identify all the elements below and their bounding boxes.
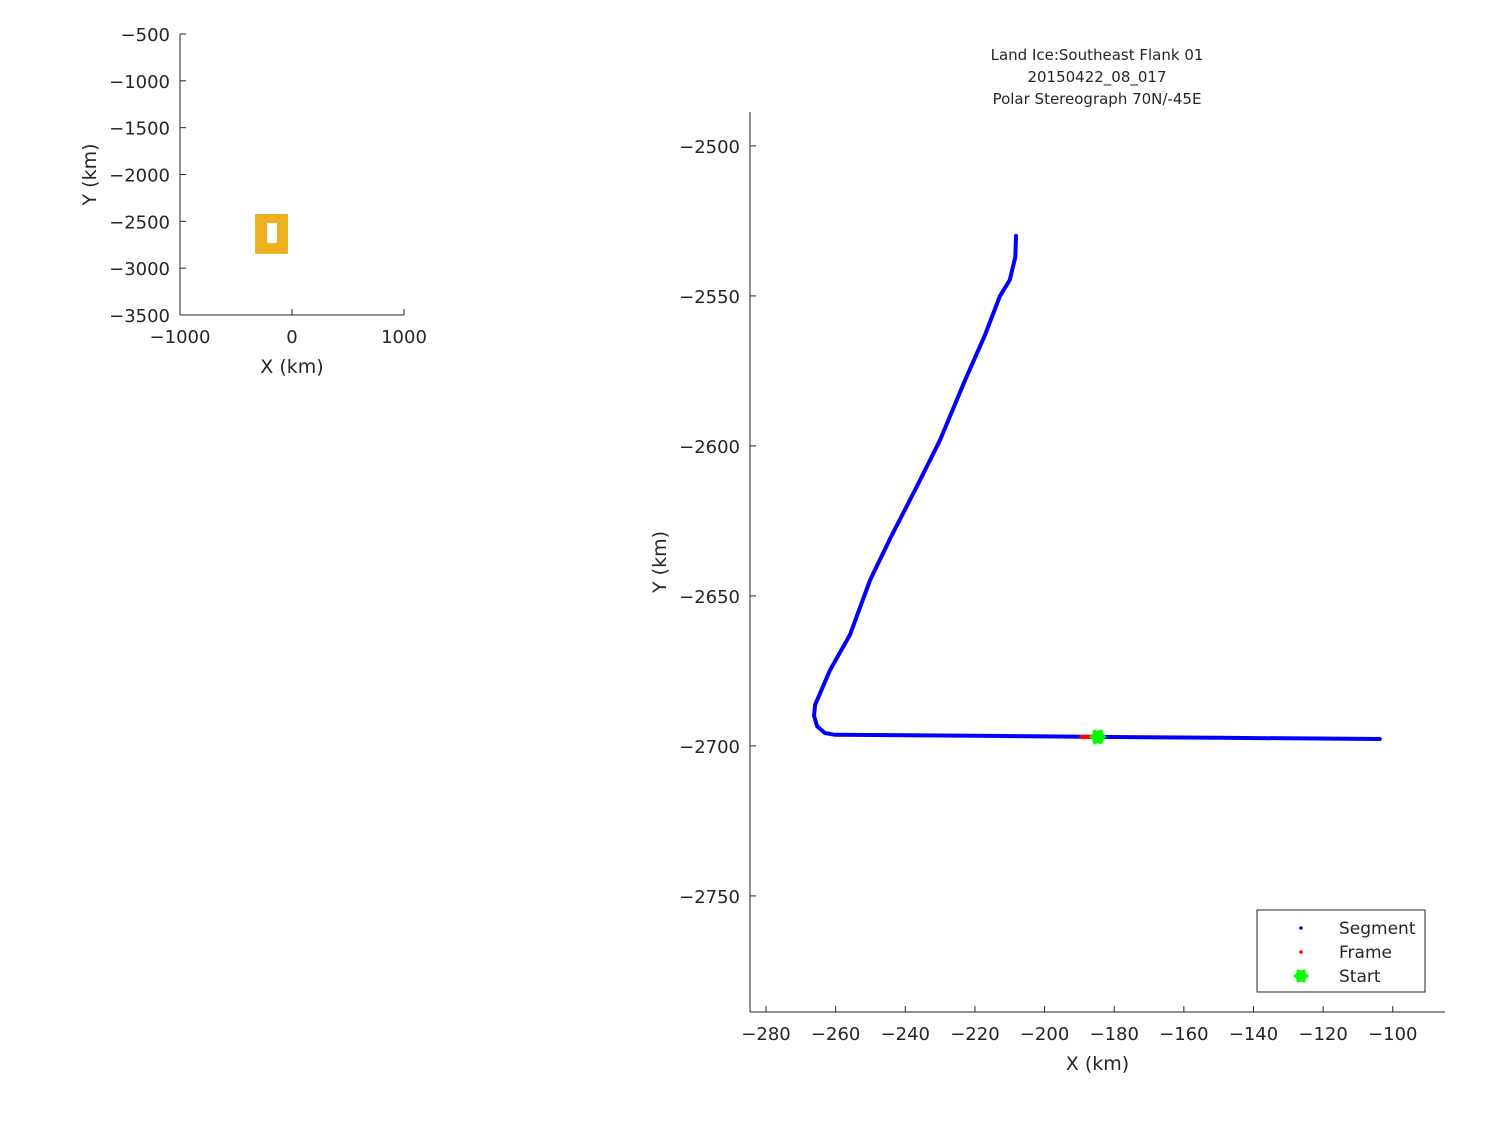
- main-y-tick-label: −2650: [679, 587, 740, 608]
- inset-track-inner: [267, 223, 277, 243]
- main-x-tick-label: −140: [1229, 1024, 1278, 1045]
- start-marker: [1089, 729, 1107, 745]
- main-title-line-1: Land Ice:Southeast Flank 01: [990, 46, 1204, 64]
- inset-y-tick-label: −500: [121, 25, 170, 46]
- main-x-tick-label: −120: [1298, 1024, 1347, 1045]
- legend-frame-marker: [1299, 950, 1303, 954]
- main-y-tick-label: −2600: [679, 437, 740, 458]
- main-x-tick-label: −280: [741, 1024, 790, 1045]
- main-x-tick-label: −180: [1089, 1024, 1138, 1045]
- inset-y-tick-label: −1500: [109, 119, 170, 140]
- inset-x-tick-label: 1000: [381, 327, 427, 348]
- legend-box: [1256, 909, 1426, 993]
- main-title-line-3: Polar Stereograph 70N/-45E: [992, 90, 1202, 108]
- main-title-line-2: 20150422_08_017: [1027, 68, 1167, 86]
- inset-x-tick-label: −1000: [150, 327, 211, 348]
- segment-line: [812, 233, 1382, 741]
- inset-y-tick-label: −1000: [109, 72, 170, 93]
- main-x-tick-label: −200: [1020, 1024, 1069, 1045]
- inset-y-tick-label: −2000: [109, 166, 170, 187]
- legend-segment-marker: [1299, 926, 1303, 930]
- inset-y-tick-label: −3500: [109, 306, 170, 327]
- main-x-tick-label: −160: [1159, 1024, 1208, 1045]
- main-x-axis-label: X (km): [1066, 1053, 1129, 1075]
- legend-label-start: Start: [1339, 967, 1381, 987]
- main-x-tick-label: −100: [1368, 1024, 1417, 1045]
- inset-y-tick-label: −2500: [109, 212, 170, 233]
- inset-y-tick-label: −3000: [109, 259, 170, 280]
- main-y-tick-label: −2550: [679, 287, 740, 308]
- inset-x-axis-label: X (km): [260, 356, 323, 378]
- main-y-tick-label: −2500: [679, 137, 740, 158]
- main-x-tick-label: −240: [881, 1024, 930, 1045]
- legend-start-marker: [1293, 969, 1309, 983]
- main-x-tick-label: −260: [811, 1024, 860, 1045]
- legend-label-frame: Frame: [1339, 943, 1392, 963]
- inset-x-tick-label: 0: [286, 327, 297, 348]
- main-y-axis-label: Y (km): [649, 531, 671, 594]
- main-y-tick-label: −2700: [679, 737, 740, 758]
- inset-y-axis-label: Y (km): [79, 144, 101, 207]
- main-y-tick-label: −2750: [679, 887, 740, 908]
- main-x-tick-label: −220: [950, 1024, 999, 1045]
- legend-label-segment: Segment: [1339, 919, 1416, 939]
